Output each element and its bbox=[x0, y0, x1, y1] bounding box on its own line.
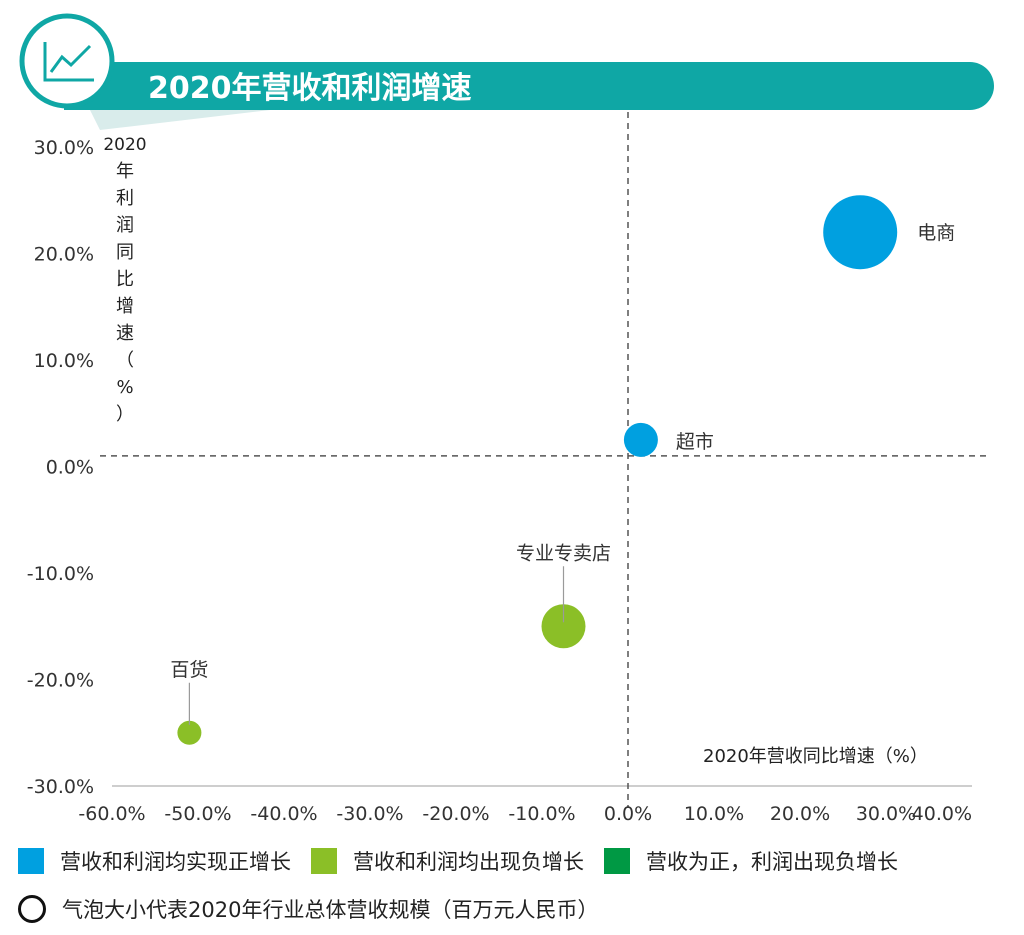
y-tick-label: -30.0% bbox=[27, 776, 94, 798]
x-tick-label: -10.0% bbox=[508, 803, 575, 825]
x-tick-label: 20.0% bbox=[770, 803, 830, 825]
size-note-text: 气泡大小代表2020年行业总体营收规模（百万元人民币） bbox=[62, 898, 599, 922]
legend-item-mixed: 营收为正，利润出现负增长 bbox=[604, 846, 898, 876]
x-tick-label: 30.0% bbox=[856, 803, 916, 825]
bubble-3 bbox=[177, 720, 202, 745]
header-shadow bbox=[90, 110, 270, 130]
legend-item-positive: 营收和利润均实现正增长 bbox=[18, 846, 291, 876]
bubble-0 bbox=[823, 195, 898, 270]
bubble-label: 专业专卖店 bbox=[516, 542, 611, 564]
x-tick-label: -50.0% bbox=[164, 803, 231, 825]
legend-row: 营收和利润均实现正增长 营收和利润均出现负增长 营收为正，利润出现负增长 bbox=[18, 846, 1018, 876]
x-tick-label: 0.0% bbox=[604, 803, 652, 825]
bubble-label: 超市 bbox=[676, 431, 714, 453]
legend-swatch-positive bbox=[18, 848, 44, 874]
chart-title: 2020年营收和利润增速 bbox=[148, 71, 472, 106]
x-tick-label: 40.0% bbox=[912, 803, 972, 825]
legend: 营收和利润均实现正增长 营收和利润均出现负增长 营收为正，利润出现负增长 气泡大… bbox=[18, 846, 1018, 924]
x-tick-label: 10.0% bbox=[684, 803, 744, 825]
chart-header: 2020年营收和利润增速 bbox=[19, 13, 994, 130]
bubble-chart: 2020年营收和利润增速 -60.0% -50.0% -40.0% -30.0% -20… bbox=[19, 13, 994, 825]
legend-label-mixed: 营收为正，利润出现负增长 bbox=[646, 850, 898, 874]
legend-swatch-negative bbox=[311, 848, 337, 874]
legend-label-negative: 营收和利润均出现负增长 bbox=[353, 850, 584, 874]
legend-item-negative: 营收和利润均出现负增长 bbox=[311, 846, 584, 876]
legend-label-positive: 营收和利润均实现正增长 bbox=[60, 850, 291, 874]
y-tick-label: 10.0% bbox=[34, 350, 94, 372]
bubble-size-icon bbox=[18, 895, 46, 923]
size-note: 气泡大小代表2020年行业总体营收规模（百万元人民币） bbox=[18, 894, 1018, 924]
x-tick-labels: -60.0% -50.0% -40.0% -30.0% -20.0% -10.0% 0.0%… bbox=[78, 803, 972, 825]
y-tick-label: 0.0% bbox=[46, 457, 94, 479]
bubble-label: 电商 bbox=[917, 222, 955, 244]
legend-swatch-mixed bbox=[604, 848, 630, 874]
y-axis-title: 2020 年利润同比增速（%） bbox=[103, 135, 146, 425]
x-tick-label: -40.0% bbox=[250, 803, 317, 825]
x-tick-label: -20.0% bbox=[422, 803, 489, 825]
bubble-1 bbox=[623, 422, 658, 457]
y-tick-labels: 30.0% 20.0% 10.0% 0.0% -10.0% -20.0% -30.0% bbox=[27, 137, 94, 798]
y-tick-label: -10.0% bbox=[27, 563, 94, 585]
x-tick-label: -30.0% bbox=[336, 803, 403, 825]
header-banner bbox=[64, 62, 994, 110]
y-tick-label: 20.0% bbox=[34, 244, 94, 266]
bubble-label: 百货 bbox=[170, 659, 208, 681]
y-tick-label: -20.0% bbox=[27, 670, 94, 692]
x-tick-label: -60.0% bbox=[78, 803, 145, 825]
x-axis-title: 2020年营收同比增速（%） bbox=[703, 746, 928, 767]
y-tick-label: 30.0% bbox=[34, 137, 94, 159]
line-chart-icon bbox=[43, 42, 94, 82]
bubble-2 bbox=[541, 604, 586, 649]
